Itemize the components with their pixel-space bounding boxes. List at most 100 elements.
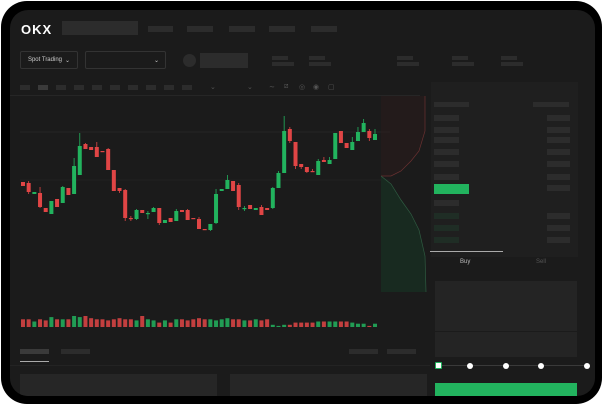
camera-icon[interactable]: ◎ [299,84,306,91]
candle [236,185,241,207]
slider-stop-100[interactable] [584,363,590,369]
volume-bar [72,316,77,327]
candle [162,220,167,223]
total-input[interactable] [435,332,577,357]
slider-stop-50[interactable] [503,363,509,369]
timeframe-button[interactable] [110,85,120,90]
volume-bar [293,322,298,327]
orders-panel [20,374,217,396]
timeframe-button[interactable] [20,85,30,90]
volume-bar [174,319,179,327]
history-tab[interactable] [61,349,90,354]
stat-value [452,62,474,66]
candle [270,188,275,208]
price-input[interactable] [435,281,577,306]
volume-bar [304,322,309,327]
candle [72,166,77,194]
volume-bar [344,321,349,327]
candle [140,210,145,213]
timeframe-button[interactable] [74,85,84,90]
filter-button[interactable] [349,349,378,354]
stat-label [397,56,413,60]
filter-button[interactable] [387,349,416,354]
sell-tab[interactable]: Sell [536,259,547,265]
timeframe-button[interactable] [56,85,66,90]
chart-type-icon[interactable]: ⌄ [210,84,216,91]
buy-tab[interactable]: Buy [460,259,471,265]
orderbook-price[interactable] [434,137,459,143]
timeframe-button[interactable] [164,85,174,90]
volume-bar [310,322,315,327]
volume-bar [265,319,270,327]
orderbook-price[interactable] [434,174,459,180]
slider-stop-25[interactable] [467,363,473,369]
stat-value [397,62,419,66]
volume-bar [162,320,167,327]
buy-button[interactable] [435,383,577,396]
timeframe-button[interactable] [182,85,192,90]
line-icon[interactable]: ∼ [269,84,275,91]
slider-track[interactable] [440,365,588,366]
volume-bar [327,321,332,327]
candle [219,189,224,191]
candle [128,218,133,220]
volume-bar [225,318,230,327]
nav-item[interactable] [269,26,295,32]
pair-dropdown[interactable]: ⌄ [85,51,166,69]
slider-handle[interactable] [435,362,442,369]
fullscreen-icon[interactable]: ▢ [328,84,335,91]
candle [373,134,377,140]
candle [282,131,287,173]
candle [89,147,94,150]
candle [361,123,366,132]
candle [350,142,355,150]
search-placeholder[interactable] [62,21,138,35]
volume-bar [282,324,287,327]
amount-input[interactable] [435,306,577,331]
volume-bar [77,317,82,327]
settings-icon[interactable]: ◉ [313,84,320,91]
volume-bar [316,321,321,327]
nav-item[interactable] [148,26,173,32]
orderbook-price[interactable] [434,161,459,167]
volume-bar [83,316,88,327]
candle [106,149,111,170]
volume-bar [231,319,236,327]
nav-item[interactable] [311,26,337,32]
slider-stop-75[interactable] [538,363,544,369]
candlestick-chart[interactable] [10,10,430,340]
volume-bar [38,319,43,327]
candle [287,129,292,141]
depth-chart [381,96,429,292]
orderbook-price[interactable] [434,127,459,133]
ruler-icon[interactable]: ⧄ [284,83,289,90]
app-screen: OKX Spot Trading ⌄ ⌄ ⌄ ⌄ ∼ ⧄ ◎ ◉ ▢ [10,10,595,396]
volume-bar [89,318,94,327]
okx-logo[interactable]: OKX [21,22,53,37]
stat-label [452,56,468,60]
orders-tab[interactable] [20,349,49,354]
timeframe-button[interactable] [128,85,138,90]
nav-item[interactable] [229,26,255,32]
candle [185,210,190,220]
orderbook-price[interactable] [434,237,459,243]
volume-bar [151,320,156,327]
candle [259,207,264,215]
orderbook-price[interactable] [434,200,459,206]
indicator-icon[interactable]: ⌄ [247,84,253,91]
spot-trading-dropdown[interactable]: Spot Trading ⌄ [20,51,78,69]
volume-bar [179,319,184,327]
orderbook-size [547,149,570,155]
candle [338,131,343,143]
orderbook-price[interactable] [434,225,459,231]
nav-item[interactable] [187,26,213,32]
timeframe-button[interactable] [92,85,102,90]
divider [10,365,430,366]
timeframe-button[interactable] [146,85,156,90]
orderbook-price[interactable] [434,115,459,121]
candle [367,131,372,138]
volume-bar [287,324,292,327]
orderbook-price[interactable] [434,149,459,155]
timeframe-button[interactable] [38,85,48,90]
orderbook-price[interactable] [434,213,459,219]
